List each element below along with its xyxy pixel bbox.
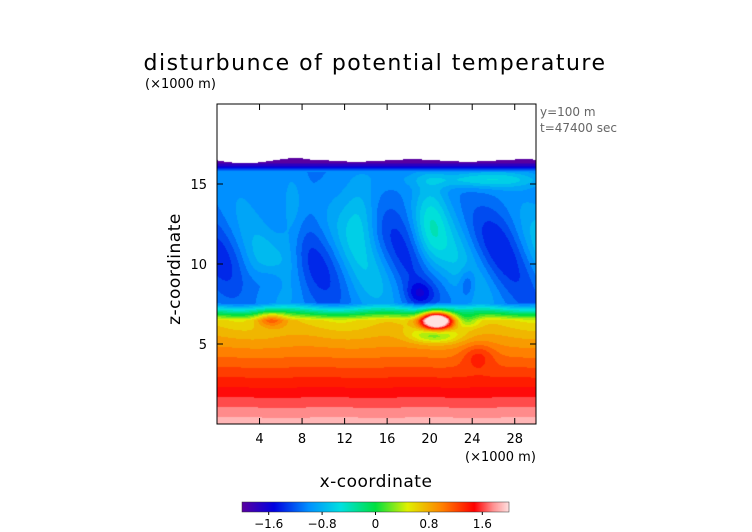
colorbar bbox=[241, 501, 510, 513]
heatmap-image bbox=[217, 104, 536, 424]
colorbar-tick-label: 0.8 bbox=[419, 517, 438, 531]
colorbar-ticks: −1.6 −0.8 0 0.8 1.6 bbox=[254, 512, 492, 531]
x-tick-label: 4 bbox=[255, 432, 263, 447]
y-tick-label: 5 bbox=[199, 338, 207, 353]
annotation-y: y=100 m bbox=[540, 105, 596, 119]
chart-title: disturbunce of potential temperature bbox=[144, 51, 607, 76]
x-tick-label: 12 bbox=[336, 432, 353, 447]
y-tick-label: 15 bbox=[190, 178, 207, 193]
x-axis-ticks: 4 8 12 16 20 24 28 bbox=[255, 104, 523, 447]
bottom-unit-label: (×1000 m) bbox=[465, 450, 536, 465]
x-tick-label: 20 bbox=[421, 432, 438, 447]
x-tick-label: 16 bbox=[379, 432, 396, 447]
x-tick-label: 24 bbox=[464, 432, 481, 447]
colorbar-tick-label: −0.8 bbox=[308, 517, 337, 531]
colorbar-tick-label: −1.6 bbox=[254, 517, 283, 531]
annotation-time: t=47400 sec bbox=[540, 121, 617, 135]
x-tick-label: 28 bbox=[506, 432, 523, 447]
y-axis-label: z-coordinate bbox=[165, 213, 185, 325]
colorbar-tick-label: 0 bbox=[372, 517, 380, 531]
x-axis-label: x-coordinate bbox=[320, 472, 433, 492]
top-unit-label: (×1000 m) bbox=[145, 77, 216, 92]
colorbar-tick-label: 1.6 bbox=[473, 517, 492, 531]
heatmap-field bbox=[217, 104, 536, 424]
y-axis-ticks: 5 10 15 bbox=[190, 178, 536, 353]
x-tick-label: 8 bbox=[298, 432, 306, 447]
y-tick-label: 10 bbox=[190, 258, 207, 273]
